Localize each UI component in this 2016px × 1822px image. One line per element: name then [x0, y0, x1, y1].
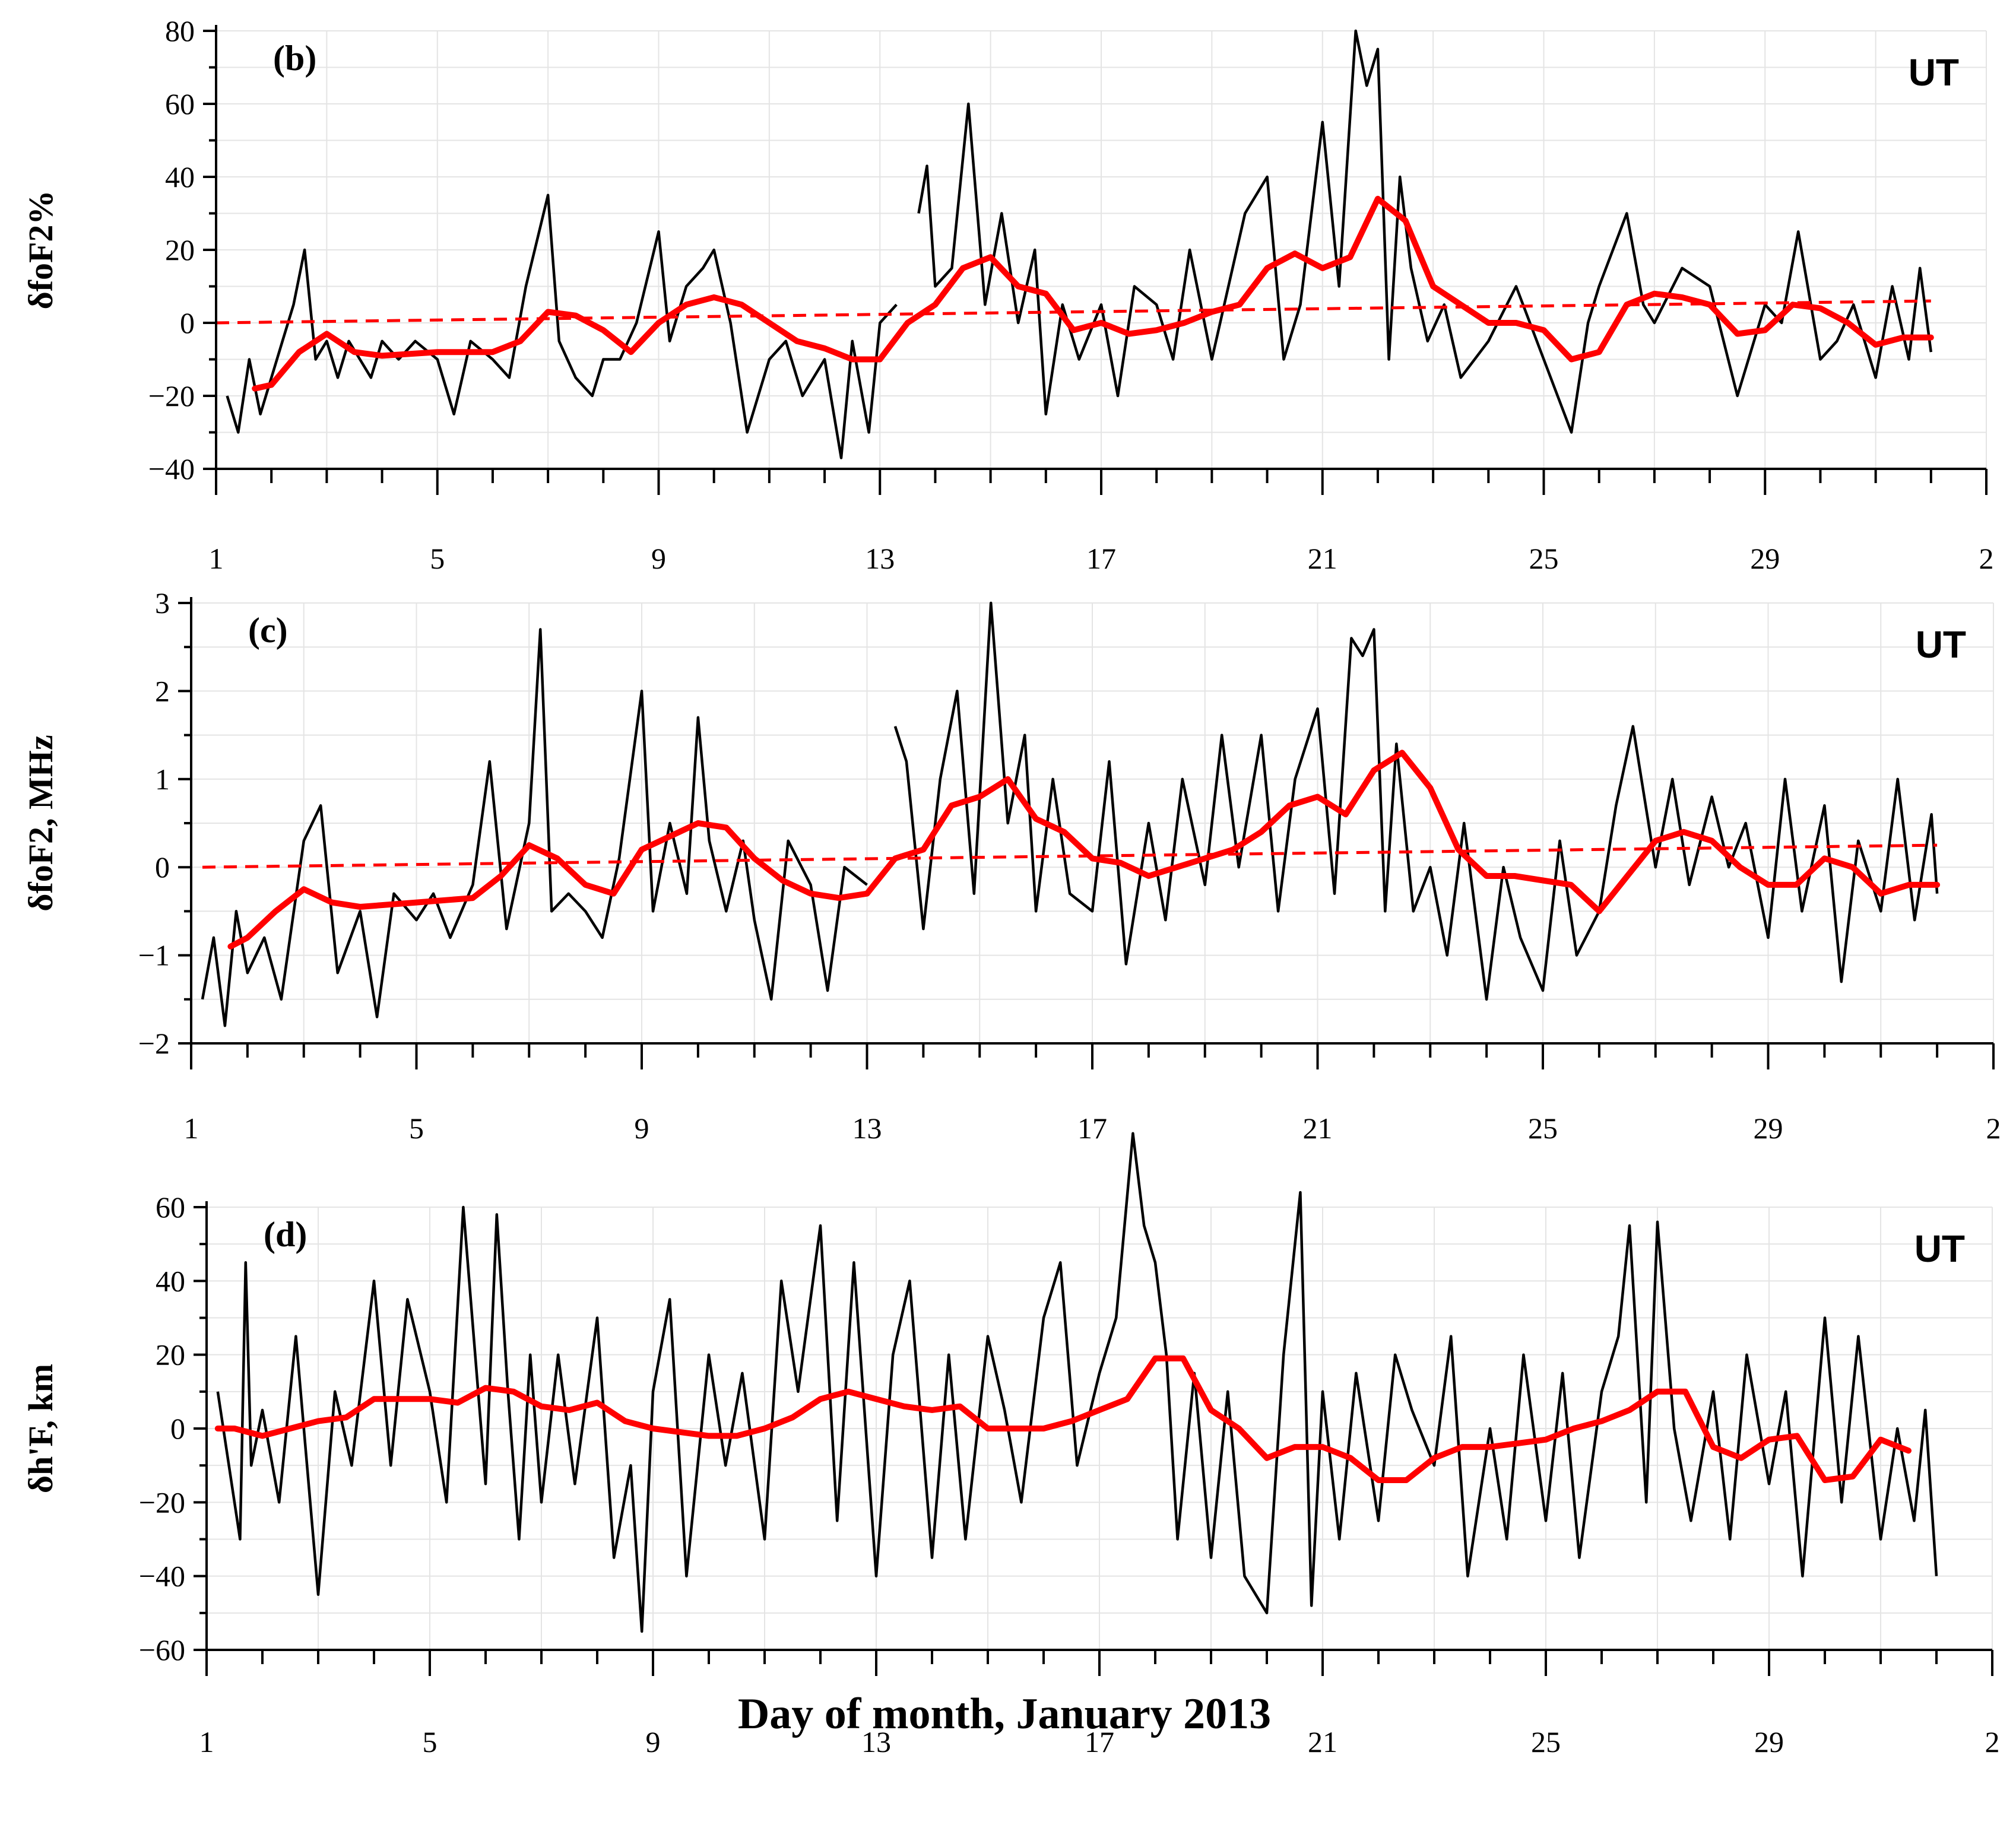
series-c-2 [227, 750, 1941, 950]
series-d-1 [214, 1355, 1912, 1483]
x-tick-label-b: 17 [1086, 542, 1116, 575]
x-tick-label-c: 25 [1528, 1112, 1558, 1145]
series-b-0 [226, 193, 898, 459]
panel-b: −40 −20 0 20 40 60 80 1 5 9 13 17 21 25 29 2 (b) UT δfoF2% [21, 14, 1994, 575]
y-axis-label-c: δfoF2, MHz [21, 735, 60, 911]
y-tick-label-d: −40 [139, 1560, 185, 1593]
y-tick-label-d: 40 [156, 1264, 185, 1297]
y-tick-label-b: 60 [165, 87, 195, 120]
x-tick-label-b: 5 [430, 542, 445, 575]
x-tick-label-b: 1 [209, 542, 224, 575]
x-tick-label-c: 2 [1986, 1112, 2001, 1145]
x-tick-label-d: 17 [1085, 1725, 1114, 1758]
time-label-c: UT [1916, 623, 1966, 666]
y-tick-label-d: −20 [139, 1485, 185, 1519]
x-tick-label-c: 9 [635, 1112, 649, 1145]
x-tick-label-c: 1 [184, 1112, 199, 1145]
panel-d: −60 −40 −20 0 20 40 60 1 5 9 13 17 21 25 29 2 (d) UT δh'F,… [21, 1132, 2000, 1758]
y-tick-label-b: 40 [165, 160, 195, 193]
y-axis-label-d: δh'F, km [21, 1364, 60, 1493]
y-tick-label-c: 0 [155, 850, 170, 884]
x-tick-label-c: 29 [1754, 1112, 1783, 1145]
y-tick-label-b: 80 [165, 14, 195, 47]
x-axis-title: Day of month, January 2013 [738, 1690, 1271, 1738]
x-tick-label-d: 25 [1531, 1725, 1561, 1758]
x-tick-label-b: 25 [1529, 542, 1559, 575]
x-tick-label-d: 29 [1754, 1725, 1784, 1758]
x-tick-label-d: 21 [1308, 1725, 1337, 1758]
x-tick-label-b: 2 [1979, 542, 1994, 575]
x-tick-label-d: 1 [199, 1725, 214, 1758]
y-tick-label-c: 3 [155, 586, 170, 620]
time-label-b: UT [1909, 51, 1959, 94]
series-c-3 [202, 843, 1938, 869]
panel-label-b: (b) [273, 39, 316, 78]
y-tick-label-d: 60 [156, 1191, 185, 1224]
x-tick-label-d: 2 [1985, 1725, 2000, 1758]
x-tick-label-c: 5 [409, 1112, 424, 1145]
x-tick-label-c: 21 [1303, 1112, 1333, 1145]
y-tick-label-c: −2 [138, 1027, 170, 1060]
x-tick-label-c: 17 [1077, 1112, 1107, 1145]
x-tick-label-b: 13 [865, 542, 895, 575]
series-d-0 [216, 1132, 1938, 1633]
panel-label-c: (c) [248, 611, 288, 650]
y-axis-label-b: δfoF2% [21, 191, 60, 310]
series-b-2 [252, 195, 1934, 392]
y-tick-label-d: −60 [139, 1633, 185, 1667]
x-tick-label-b: 21 [1308, 542, 1337, 575]
time-label-d: UT [1914, 1227, 1965, 1270]
x-tick-label-d: 13 [861, 1725, 891, 1758]
y-tick-label-c: −1 [138, 939, 170, 972]
x-tick-label-d: 9 [646, 1725, 661, 1758]
panel-c: −2 −1 0 1 2 3 1 5 9 13 17 21 25 29 2 (c) UT δfoF2, MHz [21, 586, 2001, 1145]
series-b-3 [215, 299, 1931, 325]
x-tick-label-c: 13 [852, 1112, 882, 1145]
y-tick-label-c: 2 [155, 674, 170, 707]
x-tick-label-b: 9 [651, 542, 666, 575]
y-tick-label-d: 0 [170, 1412, 185, 1445]
y-tick-label-b: 20 [165, 233, 195, 266]
x-tick-label-b: 29 [1750, 542, 1780, 575]
y-tick-label-d: 20 [156, 1338, 185, 1372]
series-c-0 [201, 628, 868, 1027]
panel-label-d: (d) [264, 1215, 307, 1254]
y-tick-label-c: 1 [155, 763, 170, 796]
y-tick-label-b: −40 [148, 452, 195, 485]
x-tick-label-d: 5 [423, 1725, 438, 1758]
y-tick-label-b: 0 [180, 306, 195, 339]
series-b-1 [917, 29, 1933, 434]
series-c-1 [893, 601, 1939, 1001]
y-tick-label-b: −20 [148, 379, 195, 412]
